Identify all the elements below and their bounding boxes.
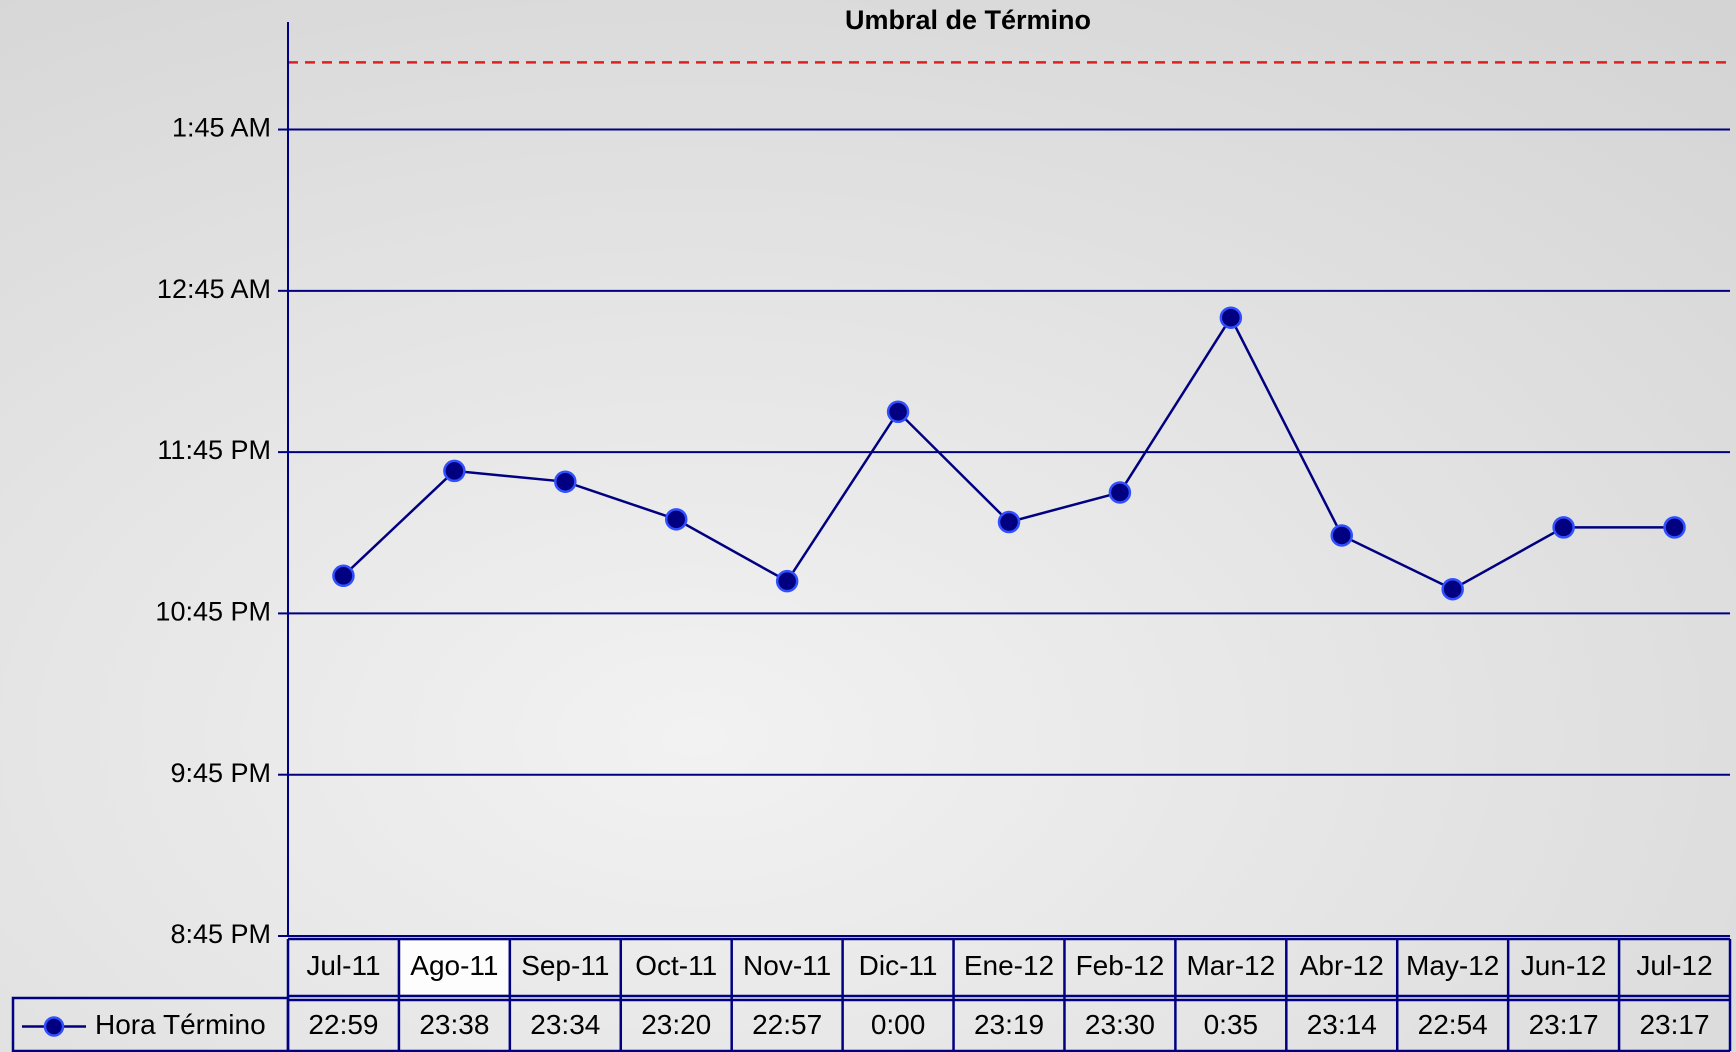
x-tick-label: Ene-12 bbox=[964, 950, 1054, 981]
y-tick-label: 11:45 PM bbox=[157, 435, 271, 465]
data-point bbox=[999, 512, 1019, 532]
page: {"chart_data": {"type": "line", "title":… bbox=[0, 0, 1736, 1052]
x-tick-label: Mar-12 bbox=[1186, 950, 1275, 981]
data-table-value: 23:19 bbox=[974, 1009, 1044, 1040]
legend-marker bbox=[45, 1018, 63, 1036]
data-table-value: 0:35 bbox=[1204, 1009, 1259, 1040]
data-point bbox=[1110, 482, 1130, 502]
data-point bbox=[1221, 308, 1241, 328]
data-table-value: 22:54 bbox=[1418, 1009, 1488, 1040]
x-tick-label: Jun-12 bbox=[1521, 950, 1607, 981]
y-tick-label: 10:45 PM bbox=[155, 597, 271, 627]
y-tick-label: 9:45 PM bbox=[170, 758, 271, 788]
x-tick-label: Oct-11 bbox=[635, 950, 717, 981]
x-tick-label: Sep-11 bbox=[521, 950, 609, 981]
data-point bbox=[777, 571, 797, 591]
x-tick-label: Abr-12 bbox=[1300, 950, 1384, 981]
data-point bbox=[1554, 517, 1574, 537]
data-point bbox=[1665, 517, 1685, 537]
y-tick-label: 12:45 AM bbox=[157, 274, 271, 304]
data-table-value: 23:38 bbox=[419, 1009, 489, 1040]
x-tick-label: May-12 bbox=[1406, 950, 1499, 981]
chart: Umbral de Término 8:45 PM 9:45 PM 10:45 PM… bbox=[0, 0, 1736, 1052]
data-point bbox=[555, 472, 575, 492]
data-point bbox=[1443, 579, 1463, 599]
x-tick-label: Feb-12 bbox=[1076, 950, 1165, 981]
y-tick-label: 1:45 AM bbox=[172, 113, 271, 143]
data-point bbox=[333, 566, 353, 586]
data-point bbox=[888, 402, 908, 422]
legend-label: Hora Término bbox=[95, 1009, 266, 1040]
x-tick-label: Dic-11 bbox=[859, 950, 938, 981]
data-point bbox=[1332, 525, 1352, 545]
data-table-value: 23:30 bbox=[1085, 1009, 1155, 1040]
x-tick-label: Jul-11 bbox=[306, 950, 380, 981]
x-tick-label: Ago-11 bbox=[410, 950, 498, 981]
data-table-value: 23:17 bbox=[1639, 1009, 1709, 1040]
background bbox=[0, 0, 1736, 1052]
x-tick-label: Nov-11 bbox=[743, 950, 831, 981]
data-table-value: 23:20 bbox=[641, 1009, 711, 1040]
data-table-value: 22:59 bbox=[308, 1009, 378, 1040]
chart-title: Umbral de Término bbox=[845, 5, 1091, 35]
y-tick-label: 8:45 PM bbox=[170, 919, 271, 949]
data-point bbox=[666, 509, 686, 529]
data-table-value: 23:34 bbox=[530, 1009, 600, 1040]
data-table-value: 0:00 bbox=[871, 1009, 926, 1040]
data-table-value: 22:57 bbox=[752, 1009, 822, 1040]
data-table-value: 23:17 bbox=[1529, 1009, 1599, 1040]
data-table-value: 23:14 bbox=[1307, 1009, 1377, 1040]
data-point bbox=[444, 461, 464, 481]
x-tick-label: Jul-12 bbox=[1636, 950, 1712, 981]
